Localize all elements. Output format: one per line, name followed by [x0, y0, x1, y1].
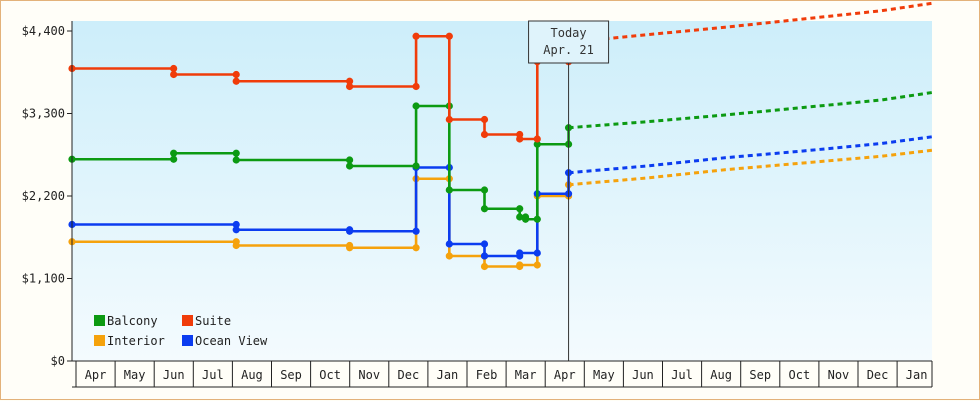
- data-point: [445, 32, 453, 40]
- x-tick-label: Jul: [671, 368, 693, 382]
- data-point: [232, 220, 240, 229]
- legend-label: Balcony: [107, 314, 158, 328]
- projection-lines: [568, 1, 933, 187]
- data-point: [346, 244, 354, 252]
- x-tick-label: Sep: [749, 368, 771, 382]
- x-tick-label: May: [593, 368, 615, 382]
- x-tick-label: Jan: [437, 368, 459, 382]
- legend-label: Interior: [107, 334, 165, 348]
- data-point: [412, 82, 420, 91]
- data-point: [516, 249, 524, 257]
- x-tick-label: Nov: [828, 368, 850, 382]
- data-point: [480, 240, 489, 248]
- today-date: Apr. 21: [543, 43, 594, 57]
- data-point: [516, 205, 524, 213]
- data-point: [232, 156, 240, 164]
- data-point: [533, 215, 541, 223]
- data-point: [516, 261, 524, 269]
- data-point: [170, 64, 178, 73]
- today-marker: Today Apr. 21: [528, 20, 610, 361]
- projection-line: [568, 1, 933, 44]
- plot-area: [72, 21, 932, 361]
- legend-swatch: [94, 335, 105, 346]
- data-point: [533, 249, 541, 257]
- x-tick-label: Dec: [398, 368, 420, 382]
- data-point: [170, 70, 178, 79]
- data-point: [170, 155, 178, 163]
- data-point: [480, 115, 489, 124]
- data-point: [412, 32, 420, 40]
- today-label: Today: [551, 26, 587, 40]
- data-point: [533, 261, 541, 269]
- legend-swatch: [182, 315, 193, 326]
- y-tick-label: $4,400: [22, 24, 65, 38]
- y-tick-label: $1,100: [22, 272, 65, 286]
- data-point: [480, 130, 489, 139]
- today-box: [528, 20, 610, 64]
- data-point: [533, 135, 541, 143]
- data-point: [232, 70, 240, 79]
- x-tick-label: Aug: [710, 368, 732, 382]
- data-point: [445, 115, 453, 124]
- y-tick-label: $2,200: [22, 189, 65, 203]
- data-point: [412, 102, 420, 110]
- data-point: [346, 227, 354, 235]
- legend-label: Suite: [195, 314, 231, 328]
- legend-label: Ocean View: [195, 334, 268, 348]
- data-point: [445, 240, 453, 248]
- x-tick-label: Jun: [632, 368, 654, 382]
- data-point: [412, 227, 420, 235]
- data-point: [346, 77, 354, 85]
- data-point: [170, 149, 178, 157]
- x-tick-label: Dec: [867, 368, 889, 382]
- data-point: [533, 140, 541, 148]
- data-point: [480, 252, 489, 260]
- series-lines: [68, 32, 573, 271]
- data-point: [445, 252, 453, 260]
- data-point: [445, 186, 453, 194]
- x-tick-label: Nov: [358, 368, 380, 382]
- data-point: [480, 262, 489, 271]
- data-point: [480, 186, 489, 194]
- projection-line: [568, 91, 933, 130]
- axes: $0 $1,100 $2,200 $3,300 $4,400 Apr May Jun Jul Au…: [22, 21, 933, 388]
- data-point: [521, 215, 530, 223]
- data-point: [346, 162, 354, 170]
- x-tick-label: Oct: [319, 368, 341, 382]
- projection-line: [568, 148, 933, 187]
- data-point: [346, 82, 354, 91]
- data-point: [232, 226, 240, 234]
- legend-swatch: [182, 335, 193, 346]
- y-tick-label: $0: [51, 354, 65, 368]
- legend: Balcony Suite Interior Ocean View: [94, 314, 268, 348]
- x-tick-label: Jan: [906, 368, 928, 382]
- x-tick-label: Apr: [554, 368, 576, 382]
- data-point: [516, 135, 524, 143]
- data-point: [480, 205, 489, 213]
- data-point: [232, 149, 240, 157]
- legend-swatch: [94, 315, 105, 326]
- data-point: [232, 241, 240, 250]
- x-tick-label: Mar: [515, 368, 537, 382]
- data-point: [516, 213, 524, 221]
- data-point: [412, 162, 420, 170]
- x-tick-label: Aug: [241, 368, 263, 382]
- data-point: [346, 156, 354, 164]
- y-tick-label: $3,300: [22, 107, 65, 121]
- x-tick-label: Jun: [163, 368, 185, 382]
- data-point: [232, 77, 240, 85]
- x-tick-label: May: [124, 368, 146, 382]
- x-tick-label: Feb: [476, 368, 498, 382]
- x-tick-label: Apr: [85, 368, 107, 382]
- projection-line: [568, 135, 933, 175]
- x-tick-label: Jul: [202, 368, 224, 382]
- x-tick-label: Sep: [280, 368, 302, 382]
- x-tick-label: Oct: [789, 368, 811, 382]
- data-point: [412, 244, 420, 252]
